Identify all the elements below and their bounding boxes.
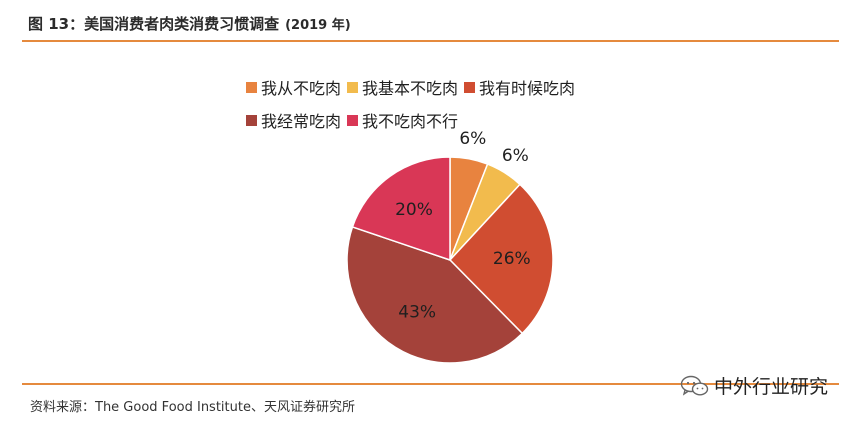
legend-label: 我从不吃肉 [261, 79, 342, 98]
data-label-sometimes: 26% [493, 249, 531, 269]
footer-divider [22, 383, 839, 385]
legend-label: 我经常吃肉 [261, 112, 342, 131]
legend-label: 我基本不吃肉 [362, 79, 459, 98]
title-divider [22, 40, 839, 42]
chart-legend: 我从不吃肉 我基本不吃肉 我有时候吃肉 我经常吃肉 我不吃肉不行 [246, 76, 646, 142]
chart-title: 图 13：美国消费者肉类消费习惯调查 (2019 年) [28, 13, 351, 34]
legend-swatch [246, 81, 257, 93]
legend-label: 我有时候吃肉 [479, 79, 576, 98]
legend-item-never: 我从不吃肉 [246, 75, 341, 99]
legend-swatch [347, 114, 359, 126]
legend-row-2: 我经常吃肉 我不吃肉不行 [246, 109, 646, 131]
chart-title-text: 图 13：美国消费者肉类消费习惯调查 [28, 15, 280, 33]
legend-item-often: 我经常吃肉 [246, 108, 341, 132]
legend-item-must: 我不吃肉不行 [347, 108, 458, 132]
pie-slice-sometimes [448, 183, 554, 335]
pie-slice-often [346, 225, 524, 364]
watermark-text: 中外行业研究 [714, 376, 829, 398]
data-label-must: 20% [395, 200, 433, 220]
data-label-rarely: 6% [502, 146, 529, 166]
legend-item-rarely: 我基本不吃肉 [347, 75, 458, 99]
data-label-often: 43% [398, 302, 436, 322]
wechat-icon [680, 375, 709, 396]
chart-title-year: (2019 年) [285, 18, 351, 33]
legend-swatch [246, 114, 257, 126]
legend-swatch [464, 81, 476, 93]
source-note: 资料来源：The Good Food Institute、天风证券研究所 [30, 400, 355, 415]
legend-row-1: 我从不吃肉 我基本不吃肉 我有时候吃肉 [246, 76, 646, 98]
legend-swatch [347, 81, 359, 93]
watermark: 中外行业研究 [680, 372, 828, 399]
pie-slice-must [351, 156, 451, 262]
legend-item-sometimes: 我有时候吃肉 [464, 75, 575, 99]
legend-label: 我不吃肉不行 [362, 112, 459, 131]
data-label-never: 6% [459, 129, 486, 149]
